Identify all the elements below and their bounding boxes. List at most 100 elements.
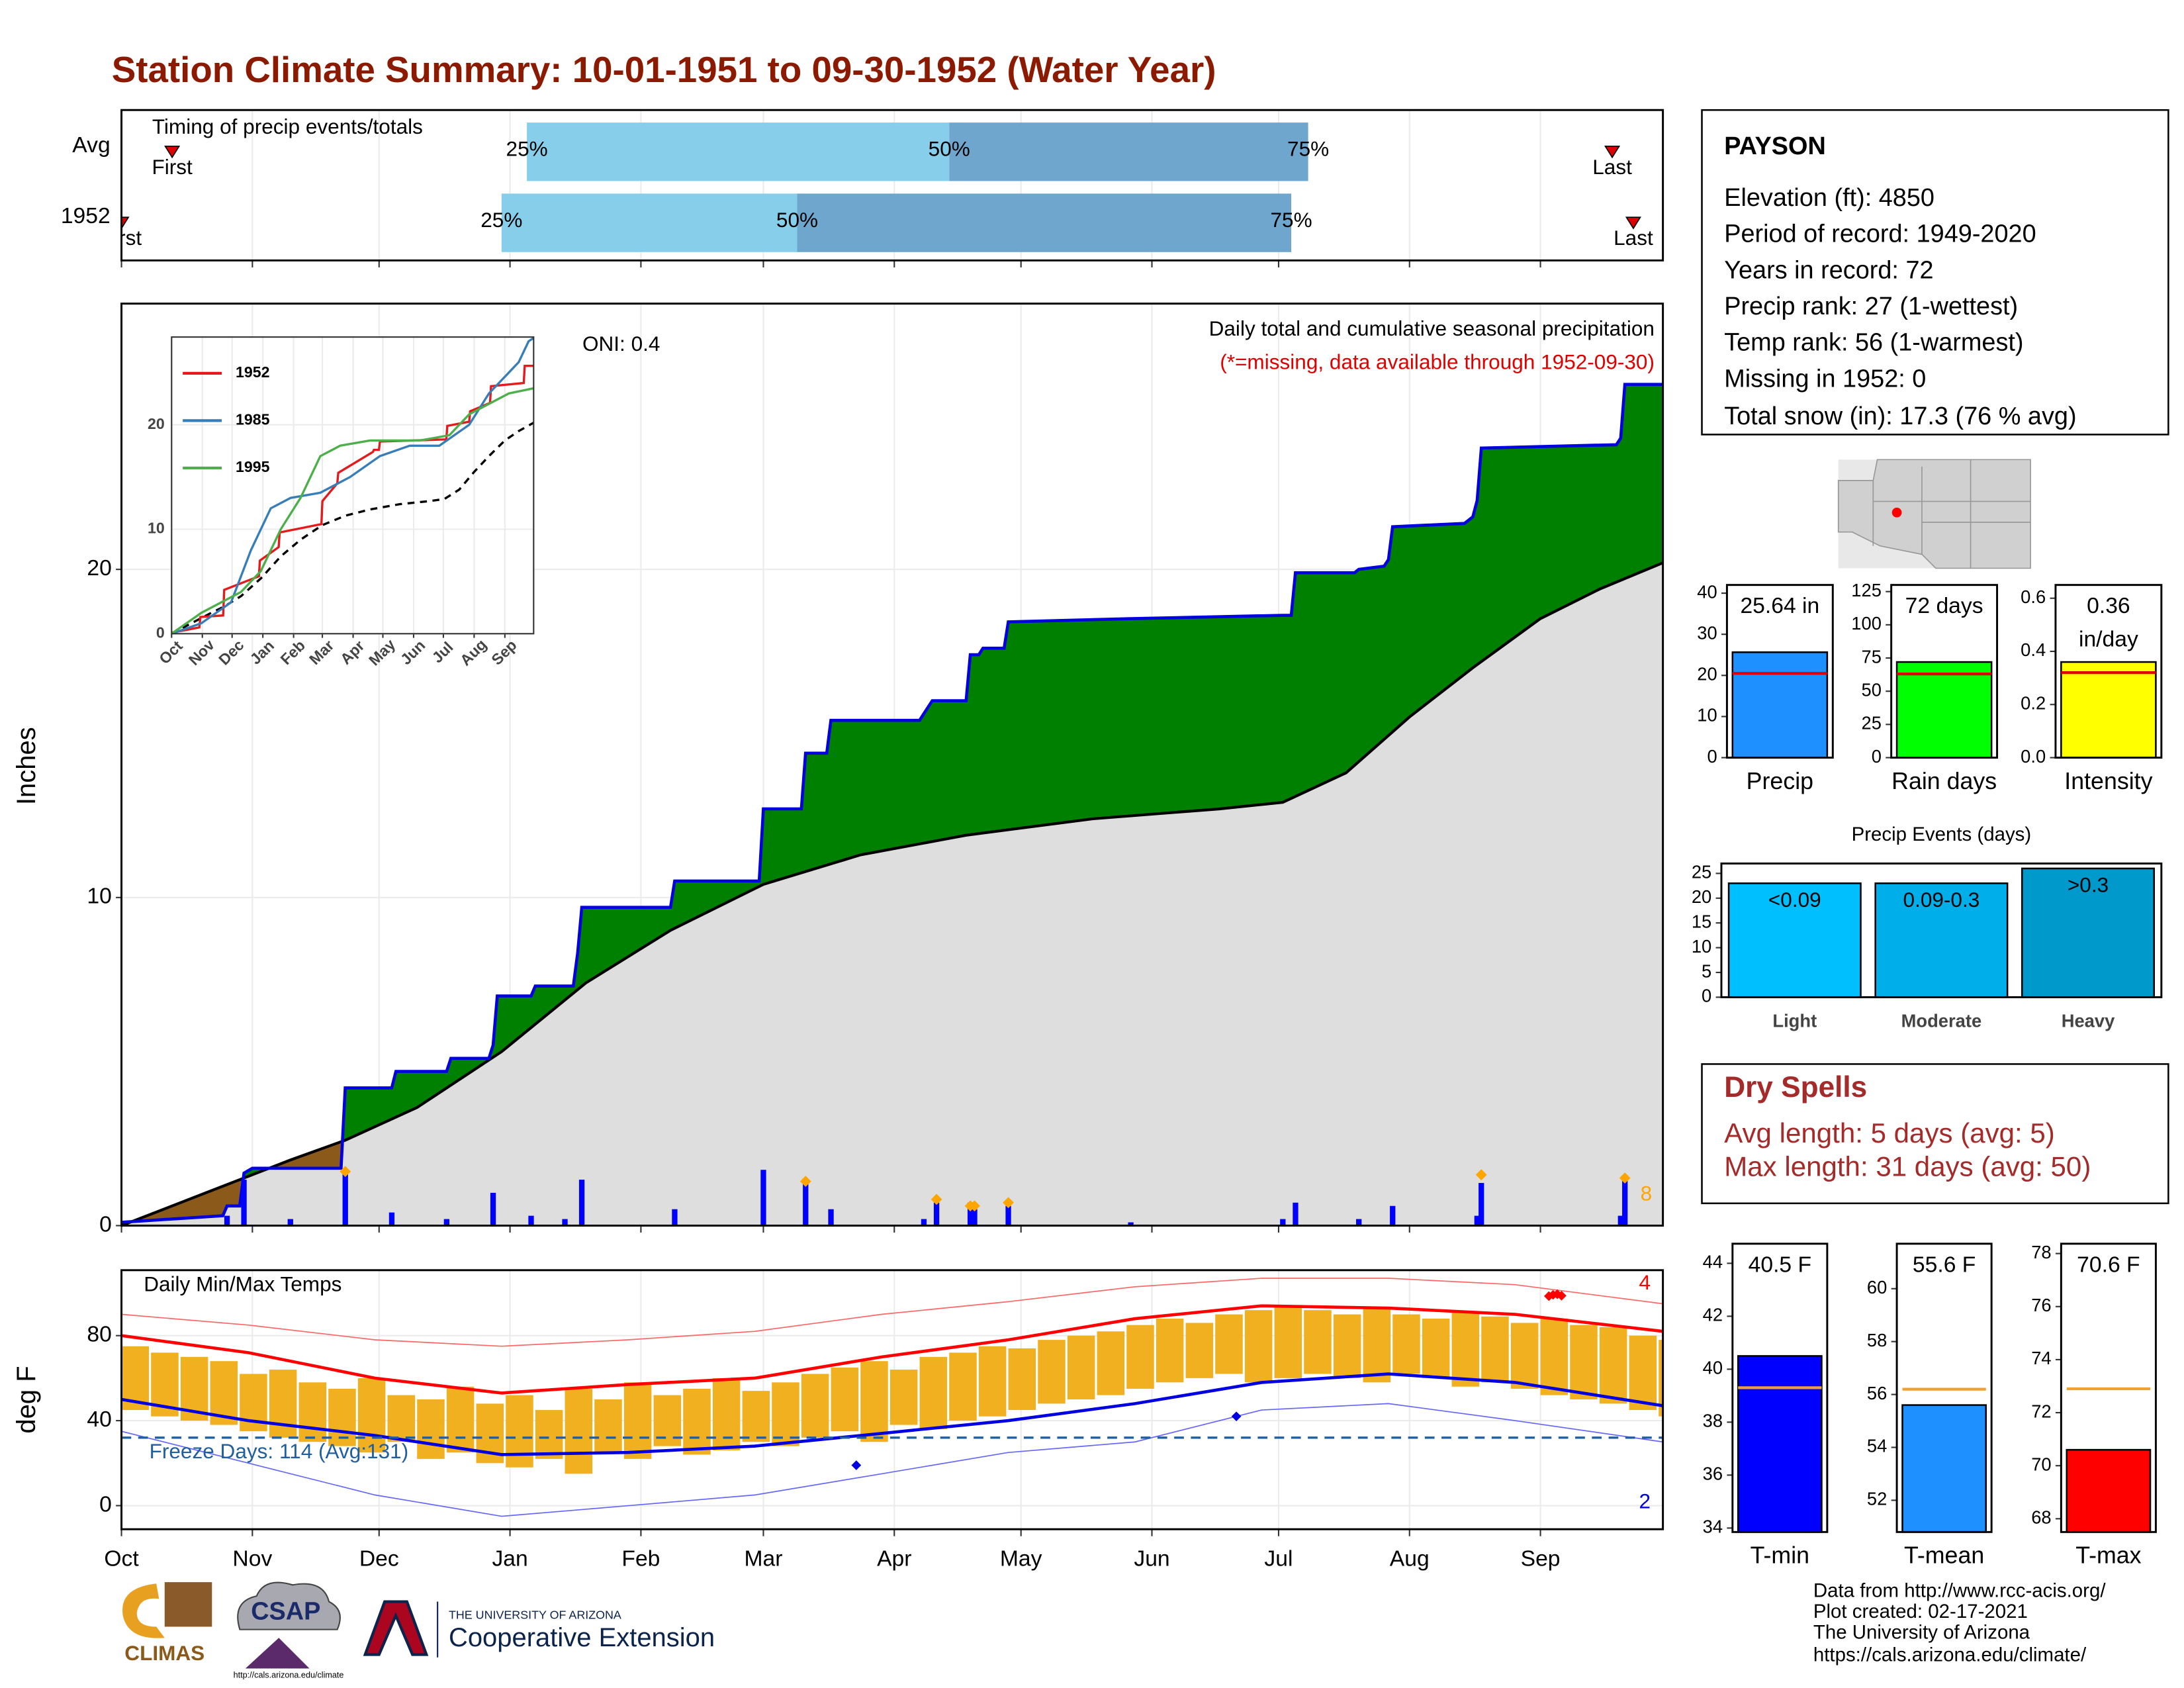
end-label: Last — [1592, 155, 1632, 179]
daily-bar — [224, 1215, 230, 1226]
legend-label: 1995 — [236, 458, 270, 475]
temp-bar — [742, 1391, 770, 1442]
temp-bar — [506, 1395, 533, 1468]
end-triangle — [121, 216, 130, 230]
x-tick-label: Jan — [492, 1546, 527, 1571]
y-tick-label: 20 — [87, 556, 111, 581]
y-tick-label: 68 — [2031, 1507, 2051, 1528]
legend-label: 1952 — [236, 363, 269, 381]
daily-bar — [1005, 1205, 1011, 1226]
temp-bar — [1038, 1340, 1066, 1404]
y-tick-label: 70 — [2031, 1454, 2051, 1474]
temp-bar — [1540, 1319, 1569, 1395]
temp-bar — [1392, 1314, 1420, 1374]
timing-bar — [501, 193, 797, 252]
plot-frame — [2060, 1243, 2157, 1533]
end-triangle — [1604, 146, 1621, 159]
plot-frame — [1890, 584, 1999, 759]
y-axis-label: Inches — [12, 727, 41, 805]
y-tick-label: 20 — [1692, 886, 1711, 907]
gauge-value-label: 72 days — [1905, 594, 1983, 618]
timing-bar — [527, 122, 950, 181]
avg-max-line — [121, 1304, 1663, 1395]
series-line — [171, 337, 535, 635]
y-tick-label: 15 — [1692, 911, 1711, 931]
footer-line: https://cals.arizona.edu/climate/ — [1813, 1644, 2087, 1665]
x-tick-label: Mar — [744, 1546, 782, 1571]
temp-bar — [1659, 1340, 1663, 1417]
csap-mountain — [245, 1638, 310, 1669]
climas-logo: CLIMAS — [122, 1582, 212, 1665]
temp-bar — [712, 1378, 741, 1451]
temp-bar — [1067, 1335, 1095, 1399]
y-tick-label: 20 — [1697, 664, 1717, 684]
daily-bar — [1617, 1215, 1623, 1226]
bar — [1727, 882, 1862, 998]
y-tick-label: 0 — [1702, 986, 1711, 1006]
daily-bar — [760, 1170, 766, 1226]
plot-frame — [1731, 1243, 1829, 1533]
temp-bar — [1215, 1314, 1243, 1374]
station-line: Precip rank: 27 (1-wettest) — [1724, 293, 2018, 320]
plot-frame — [120, 303, 1664, 1227]
footer-line: Data from http://www.rcc-acis.org/ — [1813, 1580, 2106, 1602]
daily-bar — [528, 1215, 534, 1226]
dry-spells-title: Dry Spells — [1724, 1071, 1867, 1103]
station-line: Missing in 1952: 0 — [1724, 365, 1926, 393]
temp-bar — [1156, 1319, 1184, 1383]
station-name: PAYSON — [1724, 132, 1826, 160]
climas-mark — [122, 1583, 165, 1638]
y-tick-label: 75 — [1862, 646, 1882, 667]
plot-frame — [1725, 584, 1834, 759]
y-tick-label: 0.6 — [2021, 586, 2046, 607]
station-line: Years in record: 72 — [1724, 256, 1933, 284]
y-tick-label: 10 — [1697, 705, 1717, 726]
temp-bar — [535, 1410, 563, 1459]
event-marker — [1003, 1197, 1014, 1209]
map-borders — [1872, 459, 2031, 569]
temp-bar — [594, 1399, 622, 1453]
temp-bar — [1274, 1305, 1302, 1378]
y-tick-label: 0 — [156, 624, 165, 641]
bar-title: Precip Events (days) — [1852, 823, 2032, 845]
record-marker — [1231, 1411, 1242, 1422]
x-tick-label: Nov — [232, 1546, 272, 1571]
temp-bar — [417, 1399, 445, 1459]
avg-min-line — [121, 1372, 1663, 1456]
climas-mark — [164, 1582, 212, 1627]
bar — [1874, 882, 2009, 998]
temp-bar — [446, 1386, 475, 1453]
station-line: Period of record: 1949-2020 — [1724, 220, 2036, 248]
y-tick-label: 72 — [2031, 1401, 2051, 1421]
subtitle: Daily total and cumulative seasonal prec… — [1209, 316, 1655, 340]
average-line — [120, 561, 1664, 1227]
missing-note: (*=missing, data available through 1952-… — [1220, 350, 1655, 373]
quantile-label: 25% — [480, 208, 522, 232]
y-tick-label: 54 — [1867, 1436, 1887, 1456]
daily-bar — [1390, 1205, 1396, 1226]
row-label: 1952 — [61, 204, 111, 228]
dry-spells-line: Max length: 31 days (avg: 50) — [1724, 1150, 2091, 1182]
gauge-bar — [2066, 1448, 2152, 1533]
temp-bar — [801, 1374, 829, 1438]
x-tick-label: Light — [1772, 1011, 1817, 1031]
max-count: 4 — [1639, 1270, 1651, 1294]
plot-frame — [120, 109, 1664, 261]
end-label: First — [101, 226, 142, 250]
footer-line: The University of Arizona — [1813, 1622, 2030, 1644]
temps-plot — [121, 1278, 1663, 1517]
daily-bar — [803, 1183, 809, 1226]
end-marker: Last — [1592, 146, 1632, 179]
end-triangle — [1625, 216, 1641, 230]
y-tick-label: 40 — [1697, 581, 1717, 602]
temp-bar — [889, 1370, 918, 1425]
y-tick-label: 80 — [87, 1323, 111, 1347]
quantile-label: 75% — [1271, 208, 1312, 232]
end-marker: First — [101, 216, 142, 250]
gauge-bar — [1901, 1404, 1987, 1533]
y-tick-label: 25 — [1862, 713, 1882, 733]
temps-title: Daily Min/Max Temps — [144, 1272, 341, 1295]
csap-text: CSAP — [251, 1597, 320, 1625]
marker-count: 8 — [1641, 1182, 1653, 1205]
